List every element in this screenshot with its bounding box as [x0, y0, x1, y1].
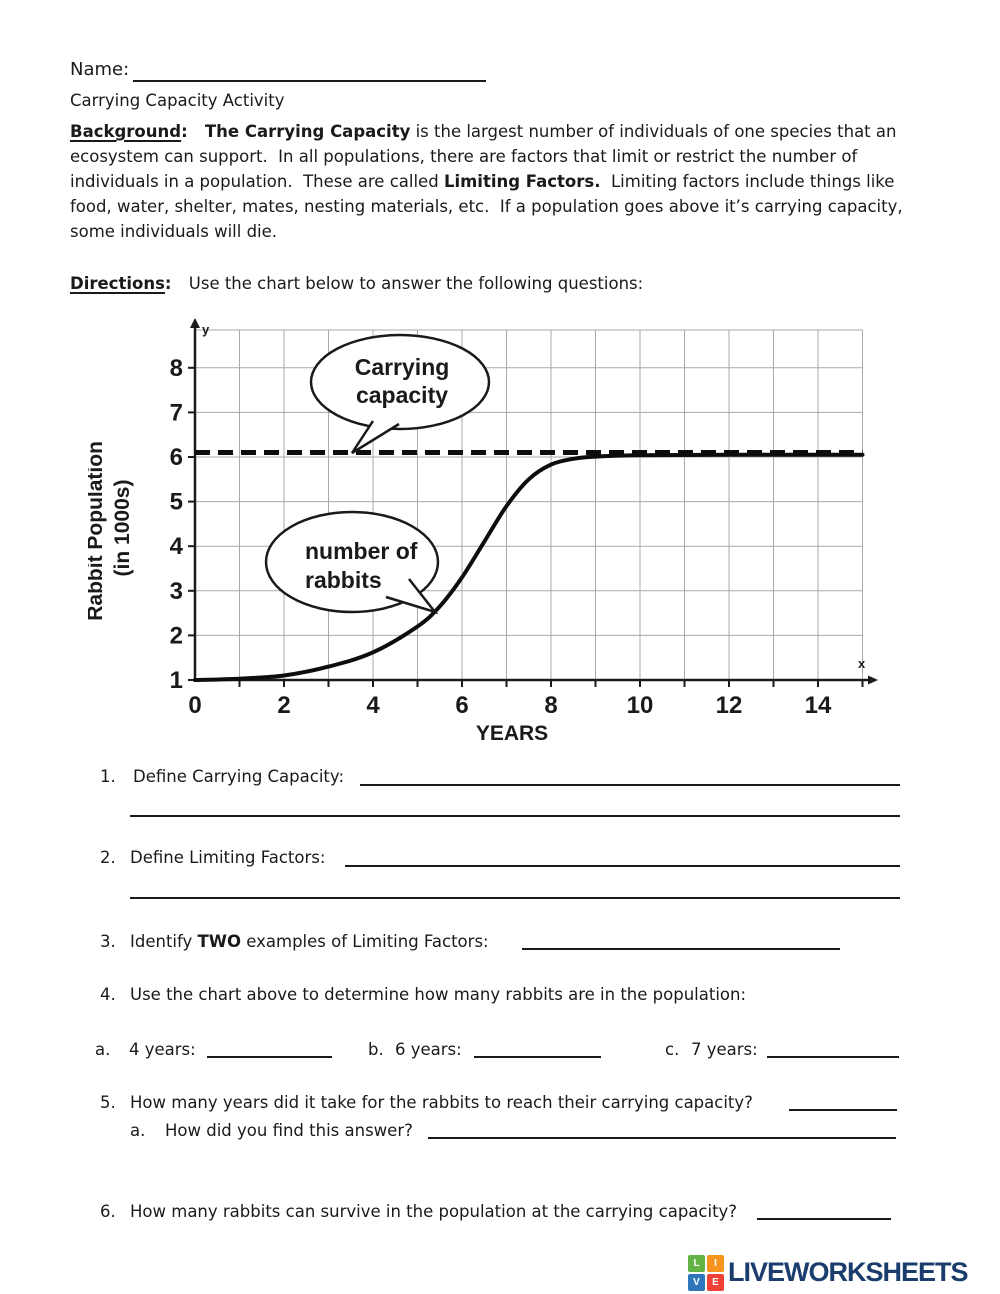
q4b-answer-line[interactable] [474, 1056, 601, 1058]
logo-square-l: L [688, 1255, 705, 1272]
q5a-label: How did you find this answer? [165, 1121, 413, 1140]
y-tick-label: 5 [170, 489, 183, 516]
q1-answer-line-2[interactable] [130, 815, 900, 817]
x-tick-label: 12 [716, 692, 743, 719]
svg-text:number of: number of [305, 538, 418, 564]
q6-label: How many rabbits can survive in the popu… [130, 1202, 738, 1221]
svg-text:capacity: capacity [356, 382, 448, 408]
liveworksheets-logo[interactable]: L I V E LIVEWORKSHEETS [688, 1253, 969, 1291]
q4a-letter: a. [95, 1040, 111, 1059]
x-axis-letter: x [858, 656, 866, 671]
q5a-letter: a. [130, 1121, 146, 1140]
y-tick-label: 6 [170, 444, 183, 471]
q3-label: Identify TWO examples of Limiting Factor… [130, 932, 489, 951]
x-tick-label: 4 [366, 692, 380, 719]
name-label: Name: [70, 59, 130, 80]
carrying-capacity-term: Carrying Capacity [244, 122, 411, 141]
y-tick-label: 3 [170, 578, 183, 605]
x-tick-label: 10 [627, 692, 654, 719]
y-tick-label: 7 [170, 399, 183, 426]
q4b-label: 6 years: [395, 1040, 462, 1059]
page-title: Carrying Capacity Activity [70, 91, 285, 110]
q5-number: 5. [100, 1093, 116, 1112]
q2-label: Define Limiting Factors: [130, 848, 326, 867]
svg-text:Carrying: Carrying [355, 354, 450, 380]
y-axis-title: Rabbit Population (in 1000s) [88, 435, 134, 621]
q4-number: 4. [100, 985, 116, 1004]
q4a-label: 4 years: [129, 1040, 196, 1059]
q2-answer-line-2[interactable] [130, 897, 900, 899]
svg-text:Rabbit Population (in: Rabbit Population (in 1000s) [88, 435, 134, 621]
x-axis-title: YEARS [476, 722, 548, 745]
y-axis-letter: y [202, 322, 210, 337]
q2-number: 2. [100, 848, 116, 867]
liveworksheets-logo-icon: L I V E [688, 1255, 724, 1291]
q6-answer-line[interactable] [757, 1218, 891, 1220]
x-tick-label: 8 [544, 692, 557, 719]
directions-line: Directions: Use the chart below to answe… [70, 274, 644, 293]
q3-answer-line[interactable] [522, 948, 840, 950]
liveworksheets-logo-text: LIVEWORKSHEETS [728, 1257, 969, 1287]
q1-number: 1. [100, 767, 116, 786]
q4a-answer-line[interactable] [207, 1056, 332, 1058]
callout-tail [350, 420, 400, 455]
q2-answer-line-1[interactable] [345, 865, 900, 867]
q1-answer-line-1[interactable] [360, 784, 900, 786]
carrying-capacity-callout: Carrying capacity [309, 333, 491, 455]
y-tick-label: 1 [170, 667, 183, 694]
rabbit-population-curve [193, 452, 865, 682]
q5a-answer-line[interactable] [428, 1137, 896, 1139]
directions-heading: Directions [70, 274, 165, 293]
q4c-letter: c. [665, 1040, 680, 1059]
x-tick-label: 2 [277, 692, 290, 719]
svg-text:rabbits: rabbits [305, 567, 382, 593]
q4c-answer-line[interactable] [767, 1056, 899, 1058]
q5-label: How many years did it take for the rabbi… [130, 1093, 753, 1112]
q5-answer-line[interactable] [789, 1109, 897, 1111]
q4b-letter: b. [368, 1040, 384, 1059]
x-tick-label: 0 [188, 692, 201, 719]
q3-number: 3. [100, 932, 116, 951]
y-tick-label: 8 [170, 355, 183, 382]
chart-grid [195, 329, 863, 680]
x-axis-arrow-icon [868, 675, 878, 685]
name-answer-line[interactable] [133, 80, 486, 82]
background-heading: Background [70, 122, 182, 141]
q6-number: 6. [100, 1202, 116, 1221]
q4c-label: 7 years: [691, 1040, 758, 1059]
callout-tail [385, 578, 439, 615]
limiting-factors-term: Limiting Factors. [443, 172, 601, 191]
number-of-rabbits-callout: number of rabbits [264, 510, 440, 615]
logo-square-v: V [688, 1274, 705, 1291]
logo-square-i: I [707, 1255, 724, 1272]
y-axis-arrow-icon [190, 318, 200, 328]
y-tick-label: 2 [170, 622, 183, 649]
y-tick-label: 4 [170, 533, 184, 560]
background-paragraph: Background: The Carrying Capacity is the… [70, 122, 908, 241]
x-tick-label: 6 [455, 692, 468, 719]
q4-label: Use the chart above to determine how man… [130, 985, 747, 1004]
q1-label: Define Carrying Capacity: [133, 767, 345, 786]
x-tick-label: 14 [805, 692, 832, 719]
logo-square-e: E [707, 1274, 724, 1291]
